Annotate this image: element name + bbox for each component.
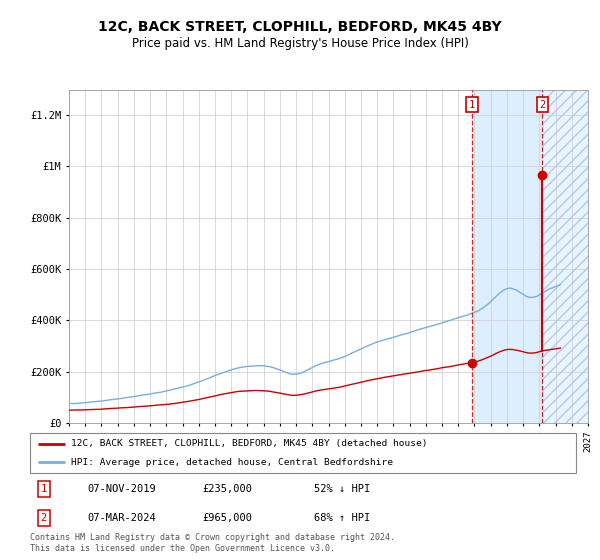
- Text: 2: 2: [539, 100, 545, 110]
- Text: Contains HM Land Registry data © Crown copyright and database right 2024.
This d: Contains HM Land Registry data © Crown c…: [30, 533, 395, 553]
- Bar: [472, 90, 542, 423]
- Text: £965,000: £965,000: [202, 513, 252, 523]
- Text: 07-MAR-2024: 07-MAR-2024: [88, 513, 156, 523]
- Text: Price paid vs. HM Land Registry's House Price Index (HPI): Price paid vs. HM Land Registry's House …: [131, 37, 469, 50]
- FancyBboxPatch shape: [30, 433, 576, 473]
- Text: 1: 1: [469, 100, 475, 110]
- Text: 52% ↓ HPI: 52% ↓ HPI: [314, 484, 370, 494]
- Text: 1: 1: [41, 484, 47, 494]
- Text: £235,000: £235,000: [202, 484, 252, 494]
- Text: HPI: Average price, detached house, Central Bedfordshire: HPI: Average price, detached house, Cent…: [71, 458, 393, 467]
- Bar: [542, 90, 588, 423]
- Text: 68% ↑ HPI: 68% ↑ HPI: [314, 513, 370, 523]
- Text: 12C, BACK STREET, CLOPHILL, BEDFORD, MK45 4BY: 12C, BACK STREET, CLOPHILL, BEDFORD, MK4…: [98, 20, 502, 34]
- Text: 2: 2: [41, 513, 47, 523]
- Bar: [542, 90, 588, 423]
- Text: 12C, BACK STREET, CLOPHILL, BEDFORD, MK45 4BY (detached house): 12C, BACK STREET, CLOPHILL, BEDFORD, MK4…: [71, 439, 427, 448]
- Text: 07-NOV-2019: 07-NOV-2019: [88, 484, 156, 494]
